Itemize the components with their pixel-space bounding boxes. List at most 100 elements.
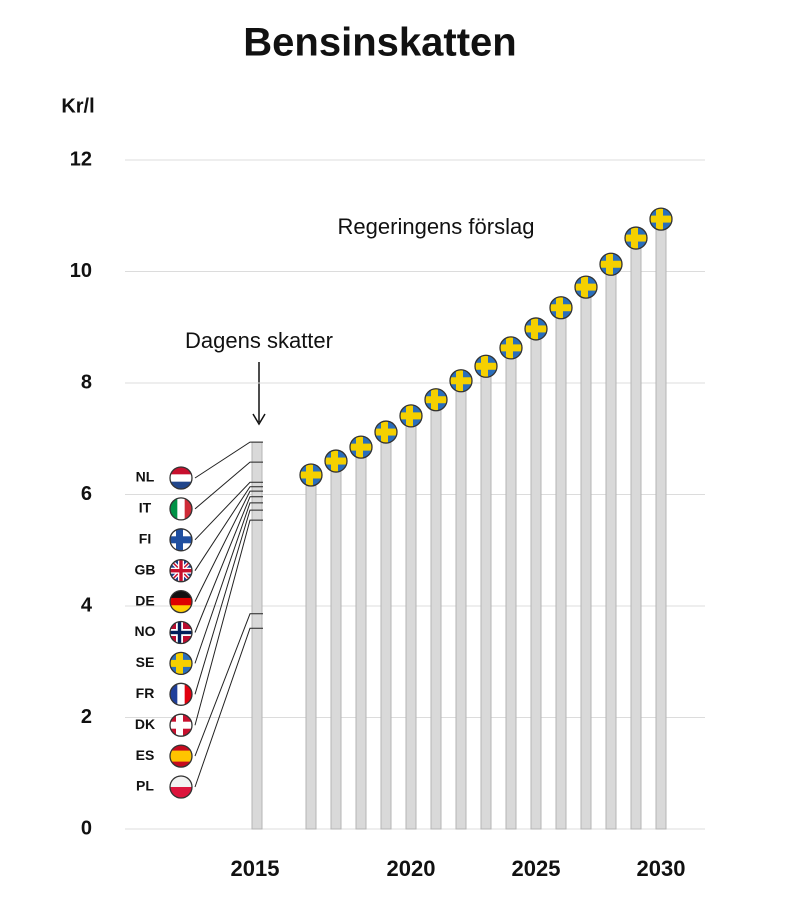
- flag-part: [170, 597, 192, 606]
- flag-outline: [649, 207, 673, 231]
- bar: [630, 237, 642, 830]
- flag-outline: [169, 528, 193, 552]
- flag-outline: [424, 388, 448, 412]
- country-label: NL: [136, 469, 155, 485]
- bar: [251, 441, 263, 830]
- country-label: DK: [135, 716, 155, 732]
- flag-outline: [169, 713, 193, 737]
- flag: [170, 652, 192, 675]
- flag-part: [177, 497, 186, 520]
- flag-part: [600, 260, 622, 268]
- y-tick-label: 12: [70, 148, 92, 170]
- flag: [550, 296, 572, 319]
- country-line: [194, 490, 263, 602]
- flag-outline: [324, 449, 348, 473]
- flag-outline: [169, 775, 193, 799]
- flag-outline: [169, 559, 193, 583]
- flag-outline: [499, 336, 523, 360]
- bar: [330, 460, 342, 830]
- bar: [480, 365, 492, 830]
- flag: [325, 450, 347, 473]
- y-tick-label: 2: [81, 706, 92, 728]
- bar: [605, 263, 617, 830]
- flag-part: [170, 481, 192, 489]
- annotation: Regeringens förslag: [338, 214, 535, 239]
- y-tick-label: 0: [81, 817, 92, 839]
- flag-outline: [169, 620, 193, 645]
- y-tick-label: 10: [70, 260, 92, 282]
- flag-part: [300, 471, 322, 479]
- flag: [425, 388, 447, 411]
- flag-part: [170, 787, 192, 798]
- flag: [170, 745, 192, 768]
- country-label: FI: [139, 531, 151, 547]
- country-line: [194, 613, 263, 757]
- y-tick-label: 6: [81, 483, 92, 505]
- x-tick-label: 2020: [387, 856, 436, 881]
- flag-part: [400, 412, 422, 420]
- country-line: [194, 481, 263, 541]
- flag-outline: [169, 744, 193, 768]
- annotation: Dagens skatter: [185, 328, 333, 353]
- country-line: [194, 461, 263, 510]
- country-label: SE: [136, 654, 155, 670]
- country-label: ES: [136, 747, 155, 763]
- flag-outline: [624, 226, 648, 250]
- bar: [655, 218, 667, 830]
- flag-part: [170, 683, 178, 706]
- flag-part: [170, 474, 192, 483]
- flag: [525, 317, 547, 340]
- flag: [170, 683, 192, 706]
- flag-part: [475, 362, 497, 370]
- bar: [380, 431, 392, 830]
- flag-part: [170, 467, 192, 475]
- flag-part: [425, 396, 447, 404]
- flag: [170, 621, 192, 644]
- flag: [350, 436, 372, 459]
- country-line: [194, 496, 263, 633]
- flag-outline: [169, 651, 193, 676]
- flag: [170, 467, 192, 489]
- y-tick-label: 4: [81, 594, 93, 616]
- flag-outline: [299, 463, 323, 487]
- flag-part: [177, 683, 186, 706]
- bar: [430, 399, 442, 830]
- country-label: PL: [136, 778, 154, 794]
- flag-outline: [169, 466, 193, 490]
- flag-part: [170, 536, 192, 544]
- flag-outline: [169, 497, 193, 521]
- flag: [170, 714, 192, 737]
- bar: [455, 380, 467, 830]
- flag-part: [375, 428, 397, 436]
- flag-outline: [169, 589, 193, 614]
- x-tick-label: 2025: [512, 856, 561, 881]
- bar: [405, 415, 417, 830]
- flag-part: [500, 344, 522, 352]
- flag-part: [525, 325, 547, 333]
- country-line: [194, 441, 263, 479]
- country-label: IT: [139, 500, 152, 516]
- flag-outline: [574, 275, 598, 299]
- bar: [580, 286, 592, 830]
- country-label: GB: [135, 561, 156, 577]
- flag-part: [625, 234, 647, 242]
- flag-part: [650, 215, 672, 223]
- chart-title: Bensinskatten: [243, 21, 516, 65]
- flag-part: [350, 443, 372, 451]
- flag-outline: [349, 435, 373, 459]
- flag-outline: [599, 252, 623, 276]
- country-line: [194, 509, 263, 695]
- country-label: DE: [135, 592, 154, 608]
- flag-part: [550, 304, 572, 312]
- flag-part: [184, 497, 192, 520]
- flag: [625, 227, 647, 250]
- flag: [500, 336, 522, 359]
- flag-part: [170, 605, 192, 613]
- flag-part: [575, 283, 597, 291]
- flag-part: [170, 630, 192, 635]
- flag: [170, 497, 192, 520]
- country-label: FR: [136, 685, 155, 701]
- flag-outline: [549, 296, 573, 320]
- flag: [170, 590, 192, 613]
